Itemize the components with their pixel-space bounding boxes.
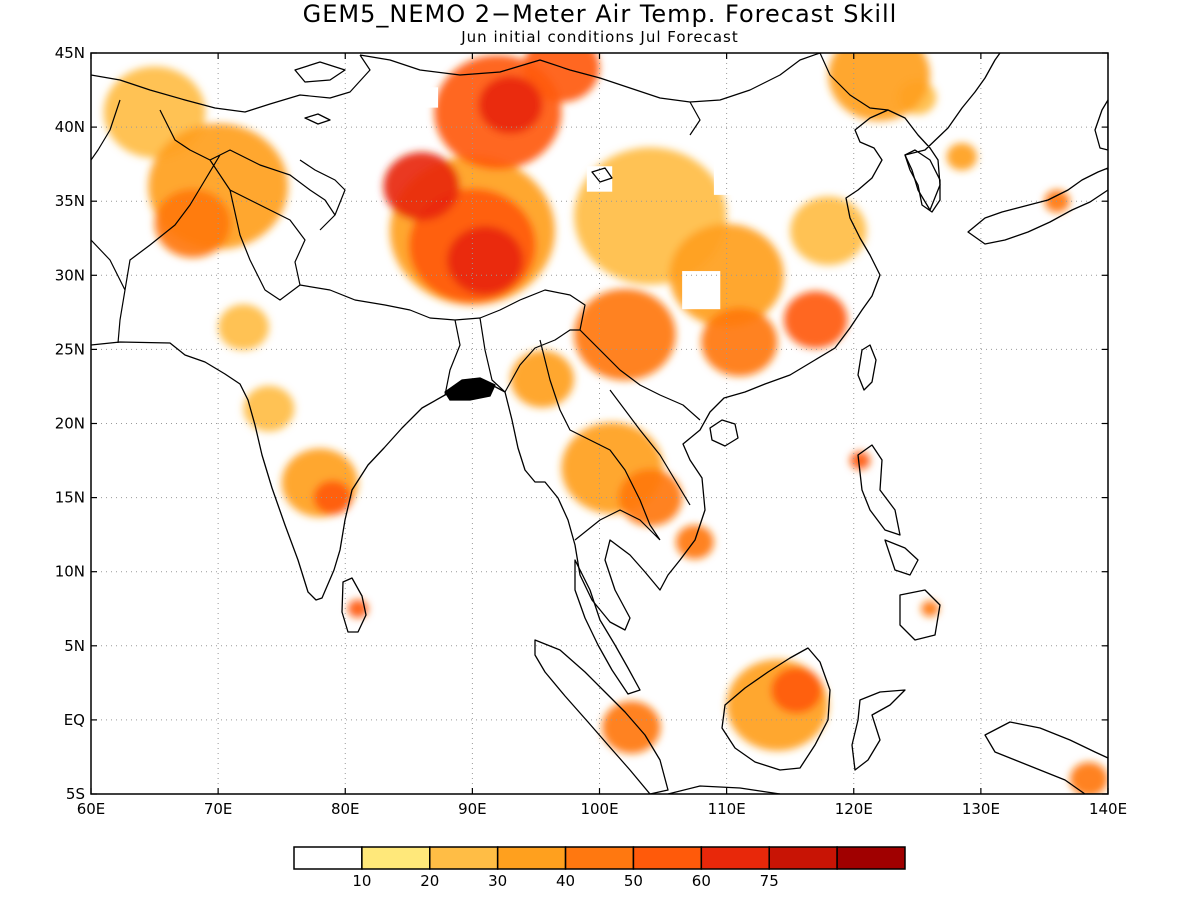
bengal-delta	[444, 377, 496, 401]
chart-subtitle: Jun initial conditions Jul Forecast	[461, 28, 739, 46]
colorbar-label: 60	[692, 872, 711, 890]
sumatra-coastline	[534, 639, 669, 794]
skill-region	[446, 226, 524, 295]
skill-region	[1069, 762, 1108, 794]
lon-tick-label: 60E	[77, 800, 106, 818]
colorbar-swatch	[361, 846, 431, 870]
skill-region	[154, 189, 231, 258]
skill-region	[510, 350, 575, 408]
sri-lanka-coastline	[341, 577, 367, 633]
colorbar-swatch	[564, 846, 635, 870]
mainland-coastline	[91, 53, 1001, 631]
colorbar-swatch	[700, 846, 770, 870]
skill-region	[218, 304, 269, 351]
skill-region	[383, 152, 460, 221]
issyk-kul	[304, 113, 331, 125]
new-guinea-coastline	[984, 721, 1108, 794]
skill-region	[523, 53, 600, 103]
lon-tick-label: 110E	[708, 800, 746, 818]
country-borders	[91, 53, 889, 541]
skill-region	[849, 451, 871, 470]
skill-region	[921, 600, 939, 617]
visayas-coastline	[884, 539, 919, 576]
lon-tick-label: 90E	[458, 800, 487, 818]
japan-coastline	[967, 167, 1108, 245]
java-coastline	[667, 785, 781, 794]
colorbar-label: 75	[760, 872, 779, 890]
skill-shading	[103, 53, 1108, 794]
sulawesi-coastline	[851, 689, 906, 771]
lat-tick-label: 5N	[64, 637, 85, 655]
colorbar: 10 20 30 40 50 60 75	[293, 846, 906, 890]
lat-tick-label: 5S	[66, 785, 85, 803]
skill-region	[675, 524, 714, 560]
skill-region	[602, 700, 661, 754]
mindanao-coastline	[899, 589, 941, 641]
lat-tick-label: EQ	[64, 711, 85, 729]
gridlines	[91, 53, 1108, 794]
lat-tick-label: 35N	[55, 192, 85, 210]
skill-region	[347, 599, 369, 618]
lon-tick-label: 130E	[962, 800, 1000, 818]
colorbar-label: 30	[488, 872, 507, 890]
lat-tick-label: 20N	[55, 415, 85, 433]
colorbar-swatch	[768, 846, 838, 870]
skill-region	[243, 385, 295, 432]
lon-tick-label: 120E	[835, 800, 873, 818]
missing-skill-cell	[713, 118, 791, 195]
lat-tick-label: 30N	[55, 266, 85, 284]
skill-region	[1044, 189, 1070, 213]
skill-region	[946, 143, 978, 171]
coastlines-and-borders	[91, 53, 1108, 794]
skill-region	[828, 53, 931, 121]
lat-tick-label: 40N	[55, 118, 85, 136]
qinghai-lake	[591, 167, 613, 183]
colorbar-swatch	[496, 846, 567, 870]
skill-region	[313, 480, 352, 515]
skill-region	[618, 468, 683, 527]
colorbar-label: 10	[352, 872, 371, 890]
skill-region	[783, 291, 848, 349]
korea-coastline	[904, 149, 941, 213]
colorbar-swatch	[632, 846, 703, 870]
malay-peninsula-coastline	[574, 559, 641, 695]
colorbar-label: 20	[420, 872, 439, 890]
missing-skill-cell	[417, 87, 439, 108]
luzon-coastline	[857, 444, 901, 536]
taiwan-coastline	[857, 344, 877, 391]
lat-tick-label: 25N	[55, 340, 85, 358]
colorbar-swatch	[293, 846, 363, 870]
colorbar-label: 50	[624, 872, 643, 890]
lon-tick-label: 100E	[580, 800, 618, 818]
colorbar-swatch	[429, 846, 499, 870]
japan-north-coastline	[1094, 99, 1108, 151]
chart-title: GEM5_NEMO 2−Meter Air Temp. Forecast Ski…	[302, 0, 898, 28]
lon-tick-label: 140E	[1089, 800, 1127, 818]
lon-tick-label: 80E	[331, 800, 360, 818]
skill-region	[478, 76, 543, 134]
skill-region	[574, 288, 676, 381]
colorbar-swatch	[836, 846, 906, 870]
lat-tick-label: 10N	[55, 563, 85, 581]
lon-tick-label: 70E	[204, 800, 233, 818]
skill-region	[790, 196, 867, 266]
skill-region	[701, 307, 778, 377]
missing-skill-cell	[682, 271, 721, 310]
colorbar-label: 40	[556, 872, 575, 890]
skill-region	[771, 667, 822, 714]
borneo-coastline	[721, 647, 831, 771]
lake-balkhash	[294, 61, 346, 83]
lat-tick-label: 45N	[55, 44, 85, 62]
lat-tick-label: 15N	[55, 489, 85, 507]
hainan-coastline	[709, 419, 739, 447]
